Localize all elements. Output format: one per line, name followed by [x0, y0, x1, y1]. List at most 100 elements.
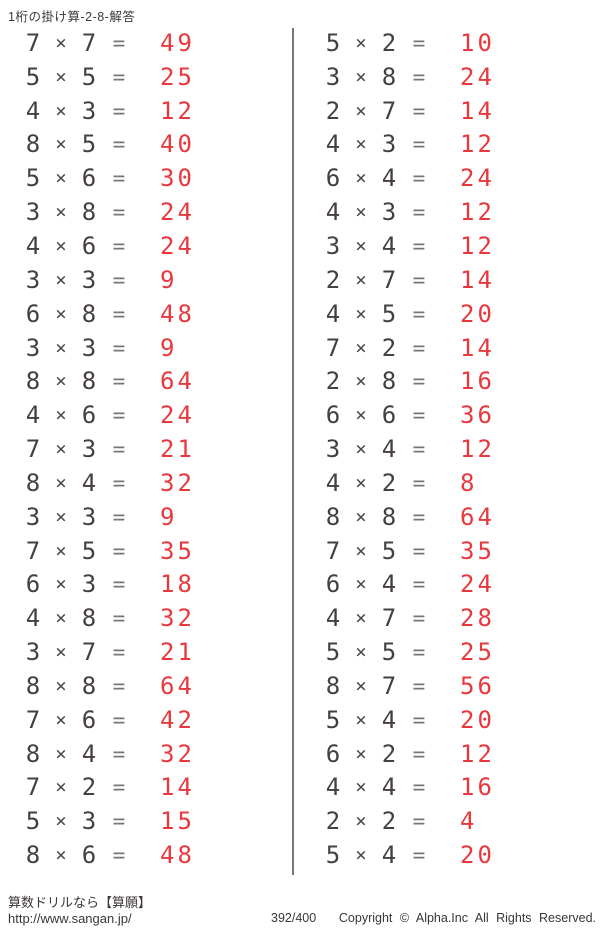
multiplication-sign: ×: [355, 641, 367, 664]
equals-sign: =: [112, 504, 126, 529]
multiplication-sign: ×: [355, 31, 367, 54]
answer-value: 12: [460, 435, 495, 464]
multiplier: 5: [381, 299, 397, 328]
problem-row: 7 × 2 = 14: [18, 771, 195, 805]
multiplier: 6: [81, 841, 97, 870]
equals-sign: =: [112, 267, 126, 292]
multiplier: 5: [381, 536, 397, 565]
multiplicand: 3: [325, 435, 341, 464]
answer-value: 42: [160, 705, 195, 734]
footer-site-url: http://www.sangan.jp/: [8, 911, 132, 926]
multiplication-sign: ×: [55, 438, 67, 461]
multiplier: 8: [81, 671, 97, 700]
multiplication-sign: ×: [355, 201, 367, 224]
equals-sign: =: [412, 132, 426, 157]
multiplicand: 5: [325, 841, 341, 870]
answer-value: 35: [460, 536, 495, 565]
problem-row: 5 × 2 = 10: [318, 26, 495, 60]
multiplicand: 4: [25, 401, 41, 430]
equals-sign: =: [412, 335, 426, 360]
multiplicand: 6: [325, 164, 341, 193]
multiplier: 4: [381, 435, 397, 464]
multiplication-sign: ×: [355, 776, 367, 799]
multiplicand: 2: [325, 265, 341, 294]
multiplicand: 4: [25, 604, 41, 633]
answer-value: 24: [460, 164, 495, 193]
multiplicand: 8: [325, 502, 341, 531]
multiplicand: 8: [25, 468, 41, 497]
answer-value: 12: [460, 231, 495, 260]
multiplier: 5: [81, 62, 97, 91]
equals-sign: =: [112, 166, 126, 191]
multiplier: 7: [381, 671, 397, 700]
problem-row: 6 × 2 = 12: [318, 737, 495, 771]
problem-row: 4 × 5 = 20: [318, 297, 495, 331]
multiplicand: 4: [325, 468, 341, 497]
multiplier: 4: [81, 468, 97, 497]
multiplier: 4: [381, 164, 397, 193]
answer-value: 20: [460, 841, 495, 870]
multiplicand: 4: [25, 231, 41, 260]
multiplier: 2: [381, 28, 397, 57]
answer-value: 64: [160, 367, 195, 396]
multiplicand: 3: [325, 231, 341, 260]
answer-value: 14: [460, 333, 495, 362]
problem-row: 8 × 6 = 48: [18, 838, 195, 872]
problem-row: 6 × 3 = 18: [18, 568, 195, 602]
multiplier: 3: [381, 130, 397, 159]
problem-row: 4 × 3 = 12: [18, 94, 195, 128]
equals-sign: =: [112, 707, 126, 732]
multiplicand: 5: [25, 164, 41, 193]
answer-value: 12: [460, 739, 495, 768]
equals-sign: =: [112, 301, 126, 326]
multiplier: 5: [381, 638, 397, 667]
multiplier: 2: [381, 807, 397, 836]
answer-value: 40: [160, 130, 195, 159]
multiplier: 6: [81, 401, 97, 430]
multiplier: 3: [81, 265, 97, 294]
answer-value: 24: [160, 401, 195, 430]
multiplication-sign: ×: [55, 201, 67, 224]
equals-sign: =: [112, 572, 126, 597]
answer-value: 9: [160, 333, 178, 362]
multiplier: 4: [381, 705, 397, 734]
worksheet: 7 × 7 = 4 9 5 × 5 = 2 5 4 × 3 = 12 8 × 5 =…: [0, 26, 600, 873]
multiplication-sign: ×: [55, 65, 67, 88]
equals-sign: =: [112, 200, 126, 225]
multiplication-sign: ×: [355, 370, 367, 393]
multiplication-sign: ×: [55, 336, 67, 359]
answer-value: 10: [460, 28, 495, 57]
multiplier: 4: [381, 841, 397, 870]
multiplication-sign: ×: [355, 65, 367, 88]
equals-sign: =: [112, 64, 126, 89]
problem-row: 3 × 4 = 12: [318, 229, 495, 263]
multiplicand: 8: [25, 671, 41, 700]
multiplicand: 7: [25, 536, 41, 565]
problem-row: 4 × 3 = 12: [318, 195, 495, 229]
multiplicand: 8: [25, 739, 41, 768]
multiplier: 3: [81, 502, 97, 531]
answer-value: 9: [160, 502, 178, 531]
answer-value: 30: [160, 164, 195, 193]
equals-sign: =: [412, 98, 426, 123]
multiplication-sign: ×: [55, 302, 67, 325]
problem-row: 4 × 4 = 16: [318, 771, 495, 805]
problem-row: 6 × 8 = 48: [18, 297, 195, 331]
multiplier: 6: [81, 705, 97, 734]
multiplication-sign: ×: [355, 505, 367, 528]
multiplicand: 3: [25, 333, 41, 362]
multiplication-sign: ×: [355, 302, 367, 325]
multiplication-sign: ×: [55, 471, 67, 494]
multiplicand: 7: [25, 28, 41, 57]
problem-row: 4 × 2 = 8: [318, 466, 495, 500]
multiplicand: 3: [325, 62, 341, 91]
multiplication-sign: ×: [55, 674, 67, 697]
multiplicand: 3: [25, 265, 41, 294]
equals-sign: =: [412, 301, 426, 326]
multiplicand: 4: [325, 299, 341, 328]
multiplier: 2: [81, 773, 97, 802]
equals-sign: =: [412, 843, 426, 868]
multiplicand: 4: [325, 604, 341, 633]
multiplier: 8: [381, 367, 397, 396]
answer-value: 14: [160, 773, 195, 802]
